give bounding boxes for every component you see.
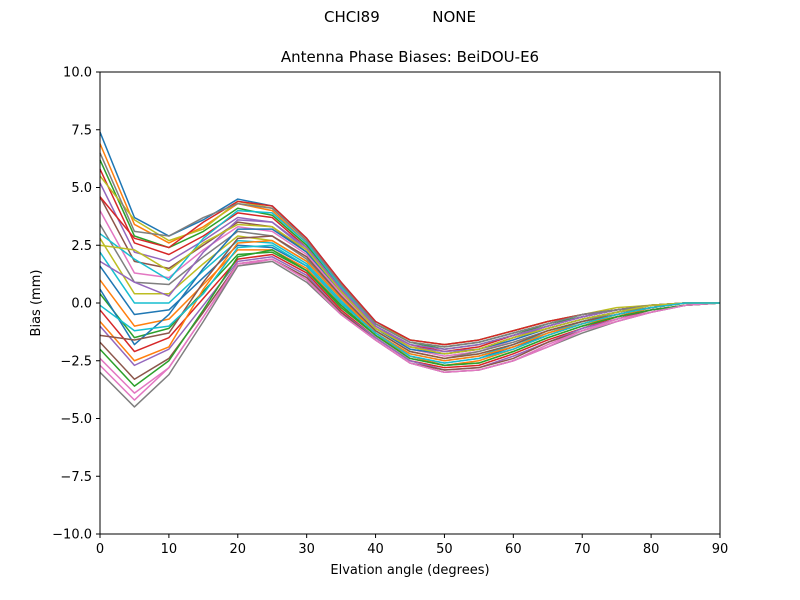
x-tick-label: 20 xyxy=(230,542,247,557)
x-axis-ticks: 0 10 20 30 40 50 60 70 80 90 xyxy=(96,534,728,557)
y-tick-label: −10.0 xyxy=(52,528,92,543)
series-line-24 xyxy=(99,196,720,346)
series-line-23 xyxy=(99,249,721,387)
x-tick-label: 40 xyxy=(367,542,384,557)
y-axis-label: Bias (mm) xyxy=(29,270,44,337)
figure-suptitle: CHCI89 NONE xyxy=(324,8,476,26)
series-line-29 xyxy=(99,223,720,355)
x-tick-label: 60 xyxy=(505,542,522,557)
series-line-25 xyxy=(99,219,720,350)
x-tick-label: 50 xyxy=(436,542,453,557)
x-tick-label: 70 xyxy=(574,542,591,557)
x-axis-label: Elvation angle (degrees) xyxy=(330,563,489,578)
y-tick-label: 7.5 xyxy=(71,123,92,138)
chart-title: Antenna Phase Biases: BeiDOU-E6 xyxy=(280,48,540,66)
y-tick-label: 5.0 xyxy=(71,181,92,196)
series-line-21 xyxy=(99,228,720,355)
series-line-27 xyxy=(99,258,721,401)
series-line-6 xyxy=(99,196,720,355)
series-line-3 xyxy=(99,159,720,350)
series-layer xyxy=(99,131,721,408)
y-tick-label: 10.0 xyxy=(63,66,92,81)
x-tick-label: 30 xyxy=(298,542,315,557)
y-tick-label: 0.0 xyxy=(71,297,92,312)
x-tick-label: 10 xyxy=(161,542,178,557)
y-tick-label: −5.0 xyxy=(60,412,92,427)
x-tick-label: 80 xyxy=(643,542,660,557)
x-tick-label: 0 xyxy=(96,542,104,557)
y-tick-label: −7.5 xyxy=(60,470,92,485)
y-tick-label: −2.5 xyxy=(60,354,92,369)
y-axis-ticks: −10.0 −7.5 −5.0 −2.5 0.0 2.5 5.0 7.5 10.0 xyxy=(52,66,100,543)
y-tick-label: 2.5 xyxy=(71,239,92,254)
series-line-30 xyxy=(99,244,720,364)
series-line-28 xyxy=(99,152,720,348)
x-tick-label: 90 xyxy=(712,542,729,557)
